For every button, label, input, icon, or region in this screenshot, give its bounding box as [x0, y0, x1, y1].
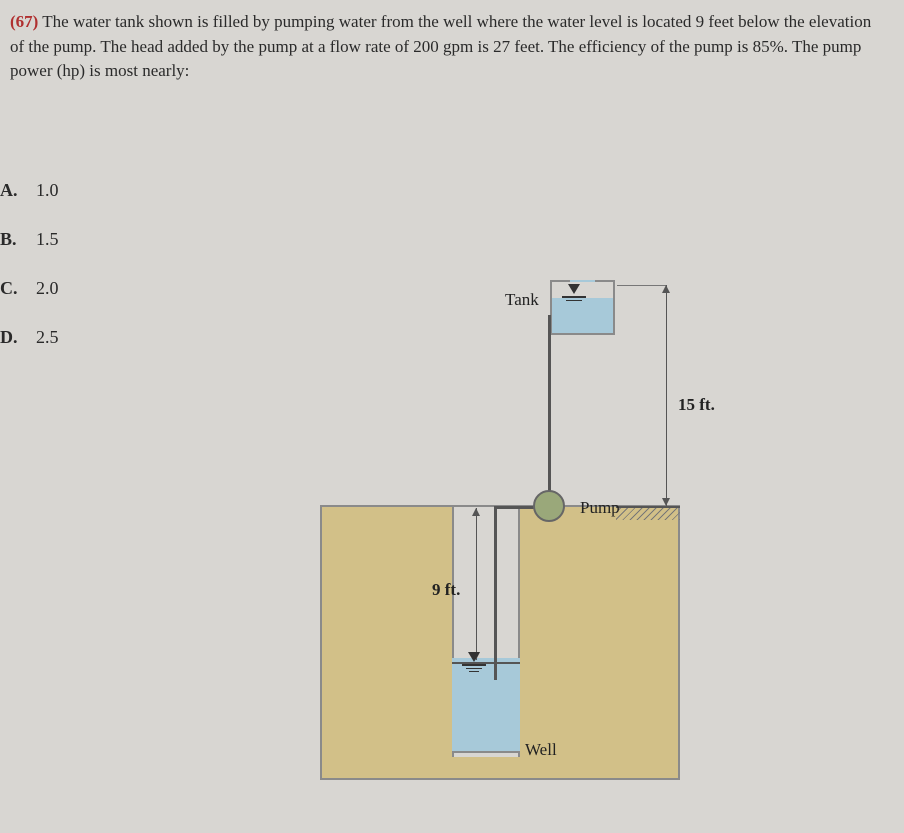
option-letter: D.	[0, 327, 36, 348]
ground-block	[320, 505, 680, 780]
option-b: B. 1.5	[0, 229, 59, 250]
option-d: D. 2.5	[0, 327, 59, 348]
well-label: Well	[525, 740, 557, 760]
well-water	[452, 658, 520, 753]
water-level-bar	[466, 668, 482, 669]
option-a: A. 1.0	[0, 180, 59, 201]
option-value: 2.0	[36, 278, 59, 299]
option-value: 1.0	[36, 180, 59, 201]
water-level-bar	[566, 300, 582, 301]
pump-icon	[533, 490, 565, 522]
arrow-up-icon	[472, 508, 480, 516]
water-level-arrow-icon	[468, 652, 480, 662]
dim-15-label: 15 ft.	[678, 395, 715, 415]
water-level-bar	[562, 296, 586, 298]
dim-9-label: 9 ft.	[432, 580, 460, 600]
arrow-up-icon	[662, 285, 670, 293]
pump-label: Pump	[580, 498, 620, 518]
question-body: The water tank shown is filled by pumpin…	[10, 12, 871, 80]
water-level-bar	[462, 664, 486, 666]
question-text: (67) The water tank shown is filled by p…	[10, 10, 874, 84]
question-number: (67)	[10, 12, 38, 31]
extension-line-top	[617, 285, 667, 286]
option-value: 2.5	[36, 327, 59, 348]
pipe-discharge	[548, 315, 551, 508]
tank-rim-left	[550, 280, 570, 282]
options-list: A. 1.0 B. 1.5 C. 2.0 D. 2.5	[0, 180, 59, 376]
dim-line	[666, 285, 667, 506]
water-level-bar	[469, 671, 479, 672]
arrow-down-icon	[662, 498, 670, 506]
water-level-arrow-icon	[568, 284, 580, 294]
option-letter: B.	[0, 229, 36, 250]
pipe-suction	[494, 508, 497, 680]
ground-hatch-icon	[616, 506, 680, 520]
option-c: C. 2.0	[0, 278, 59, 299]
tank-rim-right	[595, 280, 615, 282]
option-letter: A.	[0, 180, 36, 201]
dim-line	[476, 508, 477, 660]
option-letter: C.	[0, 278, 36, 299]
tank-label: Tank	[505, 290, 539, 310]
option-value: 1.5	[36, 229, 59, 250]
diagram: Tank Pump Well 9 ft. 15 ft.	[320, 280, 740, 800]
